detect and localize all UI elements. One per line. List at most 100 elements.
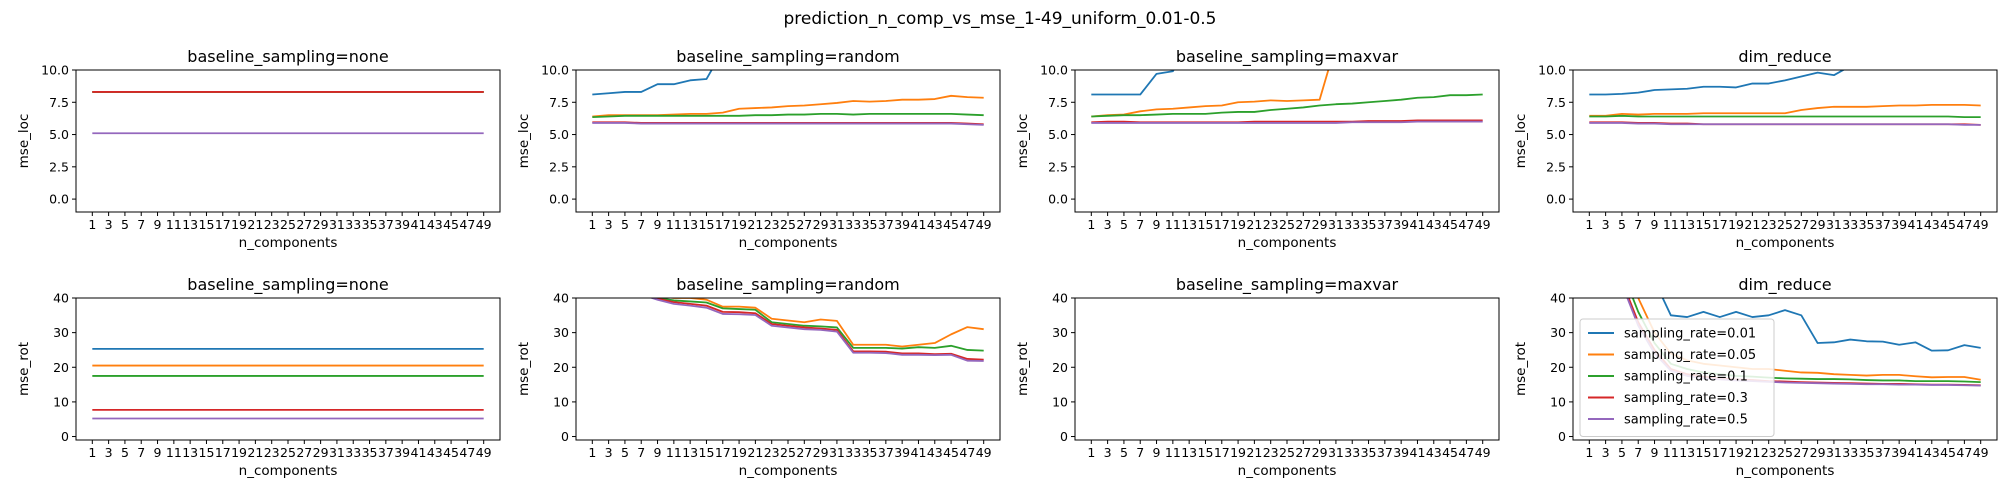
x-tick-label: 29 — [1312, 217, 1328, 232]
x-axis-label: n_components — [1736, 235, 1835, 251]
x-tick-label: 31 — [1826, 445, 1842, 460]
x-tick-label: 47 — [459, 217, 475, 232]
legend-entry: sampling_rate=0.3 — [1624, 391, 1748, 406]
x-tick-label: 41 — [411, 217, 427, 232]
x-tick-label: 23 — [1761, 445, 1777, 460]
x-tick-label: 43 — [427, 217, 443, 232]
x-tick-label: 39 — [1891, 445, 1907, 460]
y-tick-label: 10.0 — [541, 63, 569, 78]
x-tick-label: 41 — [911, 217, 927, 232]
x-tick-label: 25 — [280, 217, 296, 232]
series-line-sampling_rate=0.01 — [592, 125, 983, 295]
x-tick-label: 7 — [1634, 445, 1642, 460]
y-tick-label: 2.5 — [1546, 159, 1566, 174]
x-tick-label: 25 — [1279, 217, 1295, 232]
x-tick-label: 35 — [362, 445, 378, 460]
x-tick-label: 37 — [878, 445, 894, 460]
y-tick-label: 5.0 — [49, 127, 69, 142]
x-tick-label: 11 — [1165, 445, 1181, 460]
legend-entry: sampling_rate=0.5 — [1624, 413, 1748, 428]
series-line-sampling_rate=0.01 — [1589, 70, 1846, 96]
figure-suptitle: prediction_n_comp_vs_mse_1-49_uniform_0.… — [784, 9, 1217, 29]
x-tick-label: 7 — [137, 217, 145, 232]
x-tick-label: 13 — [1679, 217, 1695, 232]
y-tick-label: 10 — [1052, 394, 1068, 409]
x-tick-label: 7 — [1136, 445, 1144, 460]
x-tick-label: 45 — [1442, 445, 1458, 460]
x-tick-label: 15 — [199, 217, 215, 232]
x-tick-label: 37 — [1377, 445, 1393, 460]
x-tick-label: 17 — [715, 445, 731, 460]
y-axis-label: mse_rot — [516, 342, 532, 396]
y-tick-label: 10.0 — [1538, 63, 1566, 78]
series-group — [1589, 70, 1981, 126]
y-tick-label: 20 — [1550, 360, 1566, 375]
x-tick-label: 25 — [780, 445, 796, 460]
series-line-sampling_rate=0.01 — [1661, 298, 1981, 352]
x-axis-label: n_components — [1238, 235, 1337, 251]
series-line-sampling_rate=0.05 — [1091, 70, 1330, 118]
legend-entry: sampling_rate=0.01 — [1624, 327, 1756, 342]
x-tick-label: 35 — [1361, 217, 1377, 232]
x-tick-label: 29 — [1810, 445, 1826, 460]
series-group — [1091, 70, 1483, 124]
subplot-0-1: baseline_sampling=random 0.0 2.5 5.0 7.5 10.0… — [516, 47, 1001, 251]
x-tick-label: 19 — [731, 217, 747, 232]
subplot-title: dim_reduce — [1738, 47, 1831, 67]
x-tick-label: 21 — [1246, 445, 1262, 460]
y-tick-label: 7.5 — [1546, 95, 1566, 110]
x-tick-label: 11 — [1663, 217, 1679, 232]
legend-entry: sampling_rate=0.1 — [1624, 370, 1748, 385]
x-tick-label: 37 — [878, 217, 894, 232]
x-tick-label: 15 — [1198, 445, 1214, 460]
x-tick-label: 41 — [1908, 217, 1924, 232]
x-tick-label: 19 — [1728, 445, 1744, 460]
x-tick-label: 11 — [666, 217, 682, 232]
x-tick-label: 43 — [927, 445, 943, 460]
y-axis-label: mse_loc — [516, 114, 532, 169]
x-tick-label: 45 — [943, 217, 959, 232]
x-tick-label: 1 — [1087, 217, 1095, 232]
x-tick-label: 7 — [1136, 217, 1144, 232]
x-tick-label: 21 — [747, 445, 763, 460]
y-axis-label: mse_loc — [16, 114, 32, 169]
x-axis-label: n_components — [239, 463, 338, 479]
subplot-title: baseline_sampling=random — [676, 275, 900, 295]
subplot-title: baseline_sampling=none — [187, 47, 388, 67]
x-tick-label: 29 — [813, 445, 829, 460]
x-tick-label: 17 — [215, 445, 231, 460]
x-tick-label: 41 — [1410, 217, 1426, 232]
x-tick-label: 15 — [1696, 217, 1712, 232]
x-tick-label: 43 — [927, 217, 943, 232]
y-tick-label: 0.0 — [49, 192, 69, 207]
x-tick-label: 1 — [588, 445, 596, 460]
x-tick-label: 7 — [637, 445, 645, 460]
series-line-sampling_rate=0.3 — [652, 298, 984, 361]
y-tick-label: 2.5 — [49, 159, 69, 174]
x-tick-label: 35 — [862, 217, 878, 232]
y-axis-label: mse_rot — [1015, 342, 1031, 396]
x-tick-label: 1 — [588, 217, 596, 232]
subplot-title: baseline_sampling=maxvar — [1176, 275, 1399, 295]
x-tick-label: 13 — [1181, 217, 1197, 232]
x-tick-label: 43 — [1924, 445, 1940, 460]
x-tick-label: 19 — [731, 445, 747, 460]
y-tick-label: 5.0 — [1546, 127, 1566, 142]
x-tick-label: 13 — [182, 217, 198, 232]
x-tick-label: 47 — [959, 445, 975, 460]
series-line-sampling_rate=0.01 — [1091, 70, 1175, 96]
x-tick-label: 37 — [378, 445, 394, 460]
x-tick-label: 15 — [1696, 445, 1712, 460]
y-tick-label: 0 — [561, 429, 569, 444]
x-tick-label: 33 — [345, 217, 361, 232]
x-tick-label: 15 — [1198, 217, 1214, 232]
x-tick-label: 17 — [215, 217, 231, 232]
x-tick-label: 17 — [1214, 217, 1230, 232]
x-tick-label: 21 — [1744, 445, 1760, 460]
series-line-sampling_rate=0.5 — [592, 122, 984, 126]
x-tick-label: 31 — [329, 445, 345, 460]
